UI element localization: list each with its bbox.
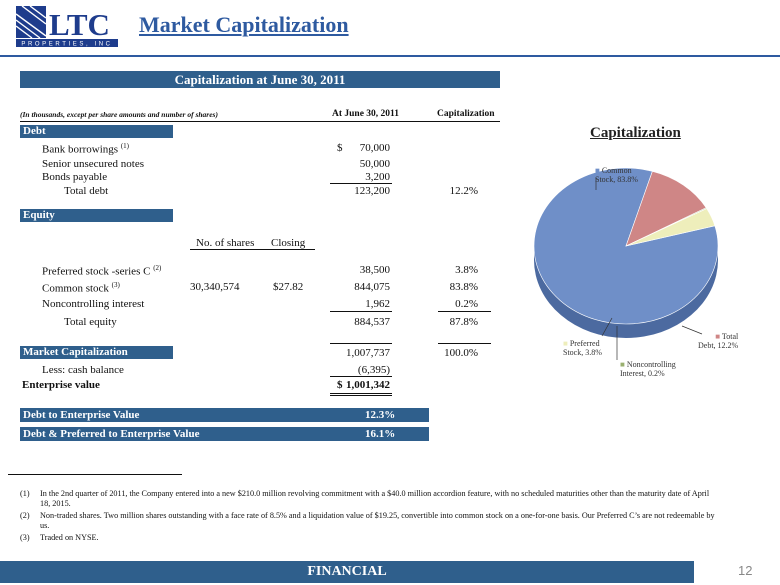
subtotal-underline <box>330 183 392 184</box>
pie-label-common-stock: ■ Common Stock, 83.8% <box>595 166 638 184</box>
subtotal-underline <box>438 311 491 312</box>
pct-preferred-stock: 3.8% <box>455 264 478 276</box>
footnote-divider <box>8 474 182 475</box>
value-market-capitalization: 1,007,737 <box>346 347 390 359</box>
row-preferred-stock: Preferred stock -series C (2) <box>42 264 162 278</box>
row-total-equity: Total equity <box>64 316 117 328</box>
ratio-debt-pref-to-ev: Debt & Preferred to Enterprise Value 16.1… <box>20 427 429 441</box>
row-total-debt: Total debt <box>64 185 109 197</box>
common-closing-price: $27.82 <box>273 281 304 293</box>
currency-symbol: $ <box>337 142 343 154</box>
header-rule <box>0 55 780 57</box>
total-underline <box>438 343 491 344</box>
section-market-capitalization: Market Capitalization <box>20 346 173 359</box>
units-note: (In thousands, except per share amounts … <box>20 110 218 119</box>
currency-symbol: $ <box>337 379 343 391</box>
footer-section-label: FINANCIAL <box>307 564 387 579</box>
row-noncontrolling-interest: Noncontrolling interest <box>42 298 145 310</box>
footnote-2: (2) Non-traded shares. Two million shares… <box>20 511 715 530</box>
column-header-closing: Closing <box>271 237 306 249</box>
subtotal-underline <box>330 376 392 377</box>
pct-total-debt: 12.2% <box>449 185 478 197</box>
column-header-shares: No. of shares <box>196 237 255 249</box>
pct-total-equity: 87.8% <box>449 316 478 328</box>
pie-side <box>534 246 718 338</box>
pct-noncontrolling-interest: 0.2% <box>455 298 478 310</box>
footnote-1: (1) In the 2nd quarter of 2011, the Compa… <box>20 489 710 508</box>
row-bank-borrowings: Bank borrowings (1) <box>42 142 129 156</box>
value-bank-borrowings: 70,000 <box>359 142 390 154</box>
section-equity: Equity <box>20 209 173 222</box>
row-cash-balance: Less: cash balance <box>42 364 124 376</box>
row-senior-notes: Senior unsecured notes <box>42 158 145 170</box>
header-divider <box>20 121 500 122</box>
section-debt: Debt <box>20 125 173 138</box>
pie-label-preferred-stock: ■ Preferred Stock, 3.8% <box>563 339 602 357</box>
column-header-capitalization: Capitalization <box>437 109 495 119</box>
pct-market-capitalization: 100.0% <box>444 347 478 359</box>
page-title: Market Capitalization <box>139 12 349 37</box>
total-underline <box>330 343 392 344</box>
ratio-debt-to-ev: Debt to Enterprise Value 12.3% <box>20 408 429 422</box>
value-common-stock: 844,075 <box>354 281 390 293</box>
ltc-logo: LTC PROPERTIES, INC <box>16 6 118 48</box>
page-number: 12 <box>738 563 753 578</box>
ratio-debt-pref-to-ev-value: 16.1% <box>365 428 396 440</box>
row-common-stock: Common stock (3) <box>42 281 120 295</box>
ratio-debt-to-ev-value: 12.3% <box>365 409 396 421</box>
logo-subtext: PROPERTIES, INC <box>21 42 112 48</box>
column-header-date: At June 30, 2011 <box>332 109 400 119</box>
value-enterprise-value: 1,001,342 <box>346 379 390 391</box>
value-cash-balance: (6,395) <box>357 364 390 376</box>
subtotal-underline <box>330 311 392 312</box>
value-noncontrolling-interest: 1,962 <box>365 298 390 310</box>
footer-bar <box>0 561 694 583</box>
value-bonds-payable: 3,200 <box>365 171 390 183</box>
double-underline <box>330 393 392 394</box>
value-total-equity: 884,537 <box>354 316 390 328</box>
logo-letters: LTC <box>49 7 110 42</box>
pct-common-stock: 83.8% <box>449 281 478 293</box>
chart-title: Capitalization <box>590 125 681 141</box>
value-senior-notes: 50,000 <box>359 158 390 170</box>
pie-slice-total-debt <box>625 170 707 247</box>
capitalization-pie-chart <box>533 167 719 360</box>
row-enterprise-value: Enterprise value <box>22 379 100 391</box>
value-preferred-stock: 38,500 <box>359 264 390 276</box>
pie-label-noncontrolling-interest: ■ Noncontrolling Interest, 0.2% <box>620 360 676 378</box>
row-bonds-payable: Bonds payable <box>42 171 108 183</box>
pie-slice-preferred-stock <box>625 208 716 247</box>
value-total-debt: 123,200 <box>354 185 390 197</box>
common-shares-count: 30,340,574 <box>190 281 240 293</box>
capitalization-banner: Capitalization at June 30, 2011 <box>20 71 500 88</box>
double-underline <box>330 395 392 396</box>
shares-header-underline <box>190 249 315 250</box>
pie-label-total-debt: ■ Total Debt, 12.2% <box>698 332 739 350</box>
footnote-3: (3) Traded on NYSE. <box>20 533 99 542</box>
